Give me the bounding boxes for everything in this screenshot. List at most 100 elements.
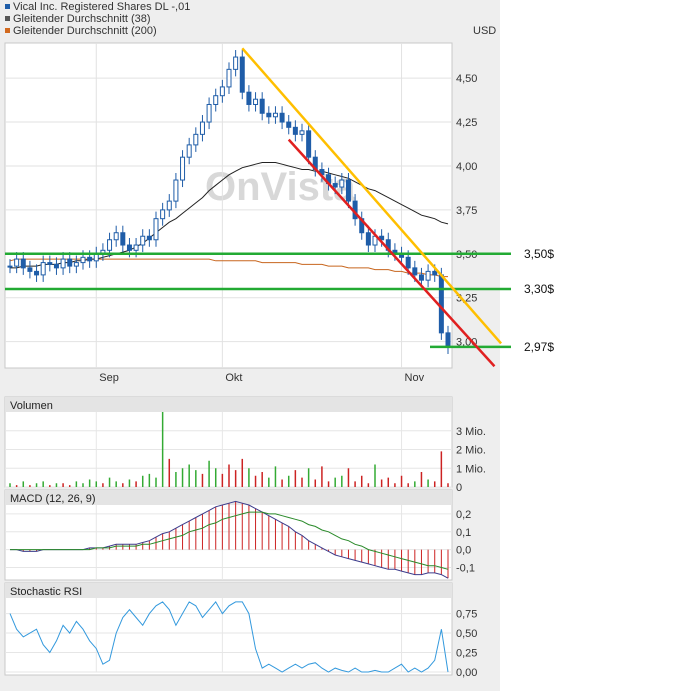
volume-panel-title: Volumen (10, 400, 53, 412)
candle-body (213, 95, 219, 105)
candle-body (253, 98, 259, 105)
candle-body (7, 265, 13, 268)
legend-swatch-price (5, 4, 10, 9)
candle-body (27, 267, 33, 272)
candle-body (40, 262, 46, 276)
volume-panel-header (5, 397, 452, 412)
price-panel (4, 42, 453, 369)
candle-body (345, 179, 351, 202)
trend-lines (241, 47, 503, 368)
stochrsi-panel-header (5, 583, 452, 598)
volume-y-tick-label: 2 Mio. (456, 445, 486, 457)
candle-body (53, 263, 59, 269)
candle-body (332, 183, 338, 188)
price-grid (5, 43, 452, 368)
candle-body (299, 130, 305, 135)
resistance-trend-line (241, 47, 503, 345)
stochrsi-y-tick-label: 0,75 (456, 609, 477, 621)
price-y-axis: 4,504,254,003,753,503,253,00 (456, 73, 477, 349)
candle-body (133, 244, 139, 251)
macd-y-tick-label: 0,1 (456, 527, 471, 539)
candle-body (126, 244, 132, 251)
candle-body (418, 274, 424, 281)
candle-body (266, 112, 272, 118)
candle-body (60, 258, 66, 269)
price-y-tick-label: 4,50 (456, 73, 477, 85)
macd-y-tick-label: 0,2 (456, 509, 471, 521)
candle-body (180, 156, 186, 181)
support-lines: 3,50$ 3,30$ 2,97$ (5, 247, 554, 354)
stochrsi-panel (4, 582, 453, 676)
candle-body (206, 103, 212, 123)
candle-body (306, 130, 312, 158)
candle-body (259, 98, 265, 114)
candle-body (186, 144, 192, 158)
candle-body (412, 267, 418, 276)
candle-body (233, 56, 239, 70)
macd-y-axis: 0,2 0,1 0,0 -0,1 (456, 509, 475, 575)
channel-trend-line (287, 138, 496, 368)
price-x-tick-label: Sep (99, 372, 119, 384)
candle-body (14, 258, 20, 267)
price-x-tick-label: Okt (225, 372, 242, 384)
candle-body (153, 218, 159, 241)
volume-bars (9, 412, 449, 487)
candle-body (339, 179, 345, 188)
price-x-axis: Sep Okt Nov (99, 372, 424, 384)
price-x-tick-label: Nov (405, 372, 425, 384)
candle-body (286, 121, 292, 128)
price-candles (7, 50, 451, 354)
candle-body (107, 239, 113, 251)
support-line-label: 3,30$ (524, 282, 554, 296)
legend-label-ma38: Gleitender Durchschnitt (38) (13, 13, 151, 25)
support-line-label: 2,97$ (524, 340, 554, 354)
macd-y-tick-label: -0,1 (456, 563, 475, 575)
volume-y-tick-label: 1 Mio. (456, 463, 486, 475)
macd-y-tick-label: 0,0 (456, 545, 471, 557)
candle-body (140, 235, 146, 246)
legend-label-ma200: Gleitender Durchschnitt (200) (13, 25, 157, 37)
macd-signal-line (10, 511, 449, 570)
candle-body (199, 121, 205, 135)
legend-label-price: Vical Inc. Registered Shares DL -,01 (13, 1, 190, 13)
candle-body (272, 112, 278, 118)
candle-body (438, 274, 444, 334)
legend-swatch-ma38 (5, 16, 10, 21)
candle-body (279, 112, 285, 123)
candle-body (73, 262, 79, 267)
candle-body (405, 256, 411, 269)
support-line-label: 3,50$ (524, 247, 554, 261)
stochrsi-panel-title: Stochastic RSI (10, 586, 82, 598)
candle-body (219, 86, 225, 97)
candle-body (432, 270, 438, 276)
volume-y-axis: 3 Mio. 2 Mio. 1 Mio. 0 (456, 426, 486, 494)
stochrsi-y-tick-label: 0,50 (456, 628, 477, 640)
candle-body (239, 56, 245, 93)
candle-body (20, 258, 26, 269)
candle-body (445, 332, 451, 348)
candle-body (173, 179, 179, 202)
price-y-tick-label: 4,25 (456, 117, 477, 129)
candle-body (160, 209, 166, 220)
candle-body (113, 232, 119, 241)
stochrsi-y-tick-label: 0,00 (456, 667, 477, 679)
price-y-tick-label: 3,25 (456, 293, 477, 305)
candle-body (226, 68, 232, 88)
price-y-tick-label: 3,00 (456, 337, 477, 349)
candle-body (425, 270, 431, 281)
candle-body (193, 133, 199, 146)
candle-body (120, 232, 126, 246)
price-y-tick-label: 3,75 (456, 205, 477, 217)
volume-y-tick-label: 0 (456, 482, 462, 494)
candle-body (80, 256, 86, 264)
candle-body (292, 126, 298, 135)
candle-body (246, 91, 252, 105)
candle-body (365, 232, 371, 246)
candle-body (87, 256, 93, 262)
macd-panel-header (5, 490, 452, 505)
candle-body (146, 235, 152, 241)
stochrsi-y-axis: 0,75 0,50 0,25 0,00 (456, 609, 477, 679)
price-y-tick-label: 4,00 (456, 161, 477, 173)
candle-body (34, 270, 40, 276)
volume-y-tick-label: 3 Mio. (456, 426, 486, 438)
